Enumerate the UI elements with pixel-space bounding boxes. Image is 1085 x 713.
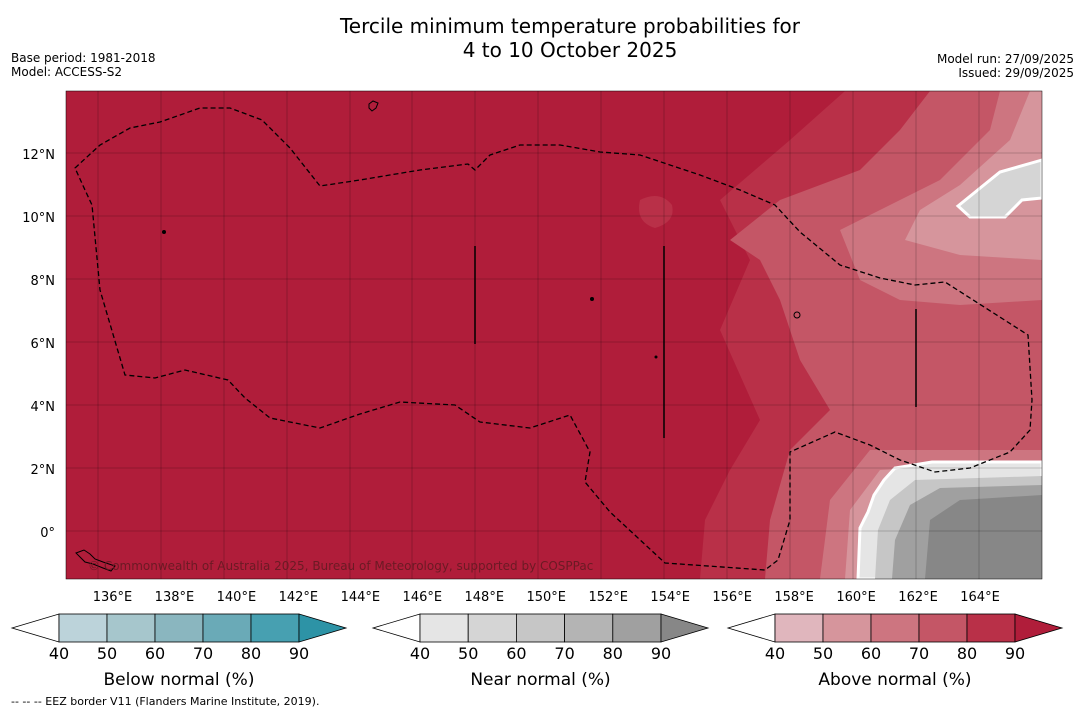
- y-tick-label: 0°: [40, 526, 55, 541]
- x-tick-label: 150°E: [526, 590, 566, 605]
- colorbar-above: 40 50 60 70 80 90 Above normal (%): [726, 613, 1064, 690]
- y-axis-ticks: 0° 2°N 4°N 6°N 8°N 10°N 12°N: [22, 148, 55, 541]
- colorbar-level-label: 80: [603, 644, 623, 663]
- colorbar-level-label: 70: [554, 644, 574, 663]
- colorbar-segment: [106, 613, 156, 643]
- x-tick-label: 140°E: [217, 590, 257, 605]
- colorbar-level-label: 80: [241, 644, 261, 663]
- colorbar-level-label: 40: [410, 644, 430, 663]
- x-tick-label: 158°E: [774, 590, 814, 605]
- x-tick-label: 164°E: [960, 590, 1000, 605]
- x-tick-label: 136°E: [93, 590, 133, 605]
- above-80-patch: [639, 196, 673, 228]
- colorbar-level-label: 80: [957, 644, 977, 663]
- colorbar-segment: [250, 613, 300, 643]
- colorbar-level-label: 50: [458, 644, 478, 663]
- colorbar-segment: [154, 613, 204, 643]
- meta-left: Base period: 1981-2018 Model: ACCESS-S2: [11, 51, 156, 79]
- colorbar-near: 40 50 60 70 80 90 Near normal (%): [371, 613, 710, 690]
- y-tick-label: 8°N: [31, 274, 56, 289]
- colorbar-level-label: 50: [813, 644, 833, 663]
- model-run: Model run: 27/09/2025: [936, 52, 1074, 66]
- x-tick-label: 152°E: [588, 590, 628, 605]
- map-frame: [65, 90, 1043, 580]
- colorbar-segment: [774, 613, 824, 643]
- colorbar-segment: [419, 613, 469, 643]
- colorbar-segment: [870, 613, 920, 643]
- title-line-1: Tercile minimum temperature probabilitie…: [339, 14, 801, 38]
- island: [590, 297, 594, 301]
- colorbar-level-label: 60: [861, 644, 881, 663]
- colorbar-segment: [202, 613, 252, 643]
- colorbar-level-label: 60: [506, 644, 526, 663]
- colorbar-title: Below normal (%): [104, 670, 255, 690]
- colorbar-level-label: 90: [289, 644, 309, 663]
- y-tick-label: 4°N: [31, 400, 56, 415]
- y-tick-label: 2°N: [31, 463, 56, 478]
- colorbar-max-arrow: [660, 613, 710, 643]
- colorbar-level-label: 70: [193, 644, 213, 663]
- x-tick-label: 148°E: [465, 590, 505, 605]
- colorbar-segment: [918, 613, 968, 643]
- x-tick-label: 160°E: [836, 590, 876, 605]
- colorbar-segment: [564, 613, 614, 643]
- colorbar-segment: [58, 613, 108, 643]
- near-normal-south-80: [925, 495, 1042, 579]
- above-50-band: [905, 91, 1042, 260]
- map-panel: © Commonwealth of Australia 2025, Bureau…: [66, 91, 1042, 579]
- x-axis-ticks: 136°E 138°E 140°E 142°E 144°E 146°E 148°E 150°E…: [93, 590, 1000, 605]
- island: [162, 230, 166, 234]
- y-tick-label: 10°N: [22, 211, 55, 226]
- colorbar-max-arrow: [1014, 613, 1064, 643]
- eez-border: [74, 107, 1033, 571]
- colorbar-level-label: 90: [1005, 644, 1025, 663]
- colorbar-below: 40 50 60 70 80 90 Below normal (%): [10, 613, 348, 690]
- colorbar-min-arrow: [726, 613, 776, 643]
- x-tick-label: 162°E: [898, 590, 938, 605]
- colorbar-segment: [516, 613, 566, 643]
- colorbar-segment: [612, 613, 662, 643]
- issued-date: Issued: 29/09/2025: [958, 66, 1074, 80]
- colorbars: 40 50 60 70 80 90 Below normal (%) 40 50 60 70 80 90…: [10, 613, 1064, 690]
- colorbar-title: Above normal (%): [818, 670, 971, 690]
- x-tick-label: 154°E: [650, 590, 690, 605]
- x-tick-label: 138°E: [155, 590, 195, 605]
- eez-footnote: -- -- -- EEZ border V11 (Flanders Marine…: [11, 695, 320, 708]
- colorbar-segment: [822, 613, 872, 643]
- title-line-2: 4 to 10 October 2025: [462, 38, 678, 62]
- colorbar-segment: [966, 613, 1016, 643]
- colorbar-min-arrow: [371, 613, 421, 643]
- colorbar-min-arrow: [10, 613, 60, 643]
- colorbar-segment: [467, 613, 517, 643]
- colorbar-title: Near normal (%): [470, 670, 610, 690]
- colorbar-level-label: 70: [909, 644, 929, 663]
- colorbar-level-label: 90: [651, 644, 671, 663]
- chart-title: Tercile minimum temperature probabilitie…: [0, 14, 1085, 62]
- model-name: Model: ACCESS-S2: [11, 65, 123, 79]
- colorbar-level-label: 50: [97, 644, 117, 663]
- x-tick-label: 144°E: [341, 590, 381, 605]
- island: [654, 355, 658, 359]
- colorbar-level-label: 60: [145, 644, 165, 663]
- y-tick-label: 6°N: [31, 337, 56, 352]
- island-group: [75, 549, 116, 572]
- copyright: © Commonwealth of Australia 2025, Bureau…: [88, 559, 593, 573]
- colorbar-level-label: 40: [49, 644, 69, 663]
- y-tick-label: 12°N: [22, 148, 55, 163]
- near-normal-north: [955, 158, 1042, 219]
- colorbar-level-label: 40: [765, 644, 785, 663]
- colorbar-max-arrow: [298, 613, 348, 643]
- base-period: Base period: 1981-2018: [11, 51, 156, 65]
- island: [368, 100, 379, 112]
- x-tick-label: 146°E: [403, 590, 443, 605]
- x-tick-label: 142°E: [279, 590, 319, 605]
- island: [793, 311, 801, 319]
- x-tick-label: 156°E: [712, 590, 752, 605]
- meta-right: Model run: 27/09/2025 Issued: 29/09/2025: [937, 52, 1074, 80]
